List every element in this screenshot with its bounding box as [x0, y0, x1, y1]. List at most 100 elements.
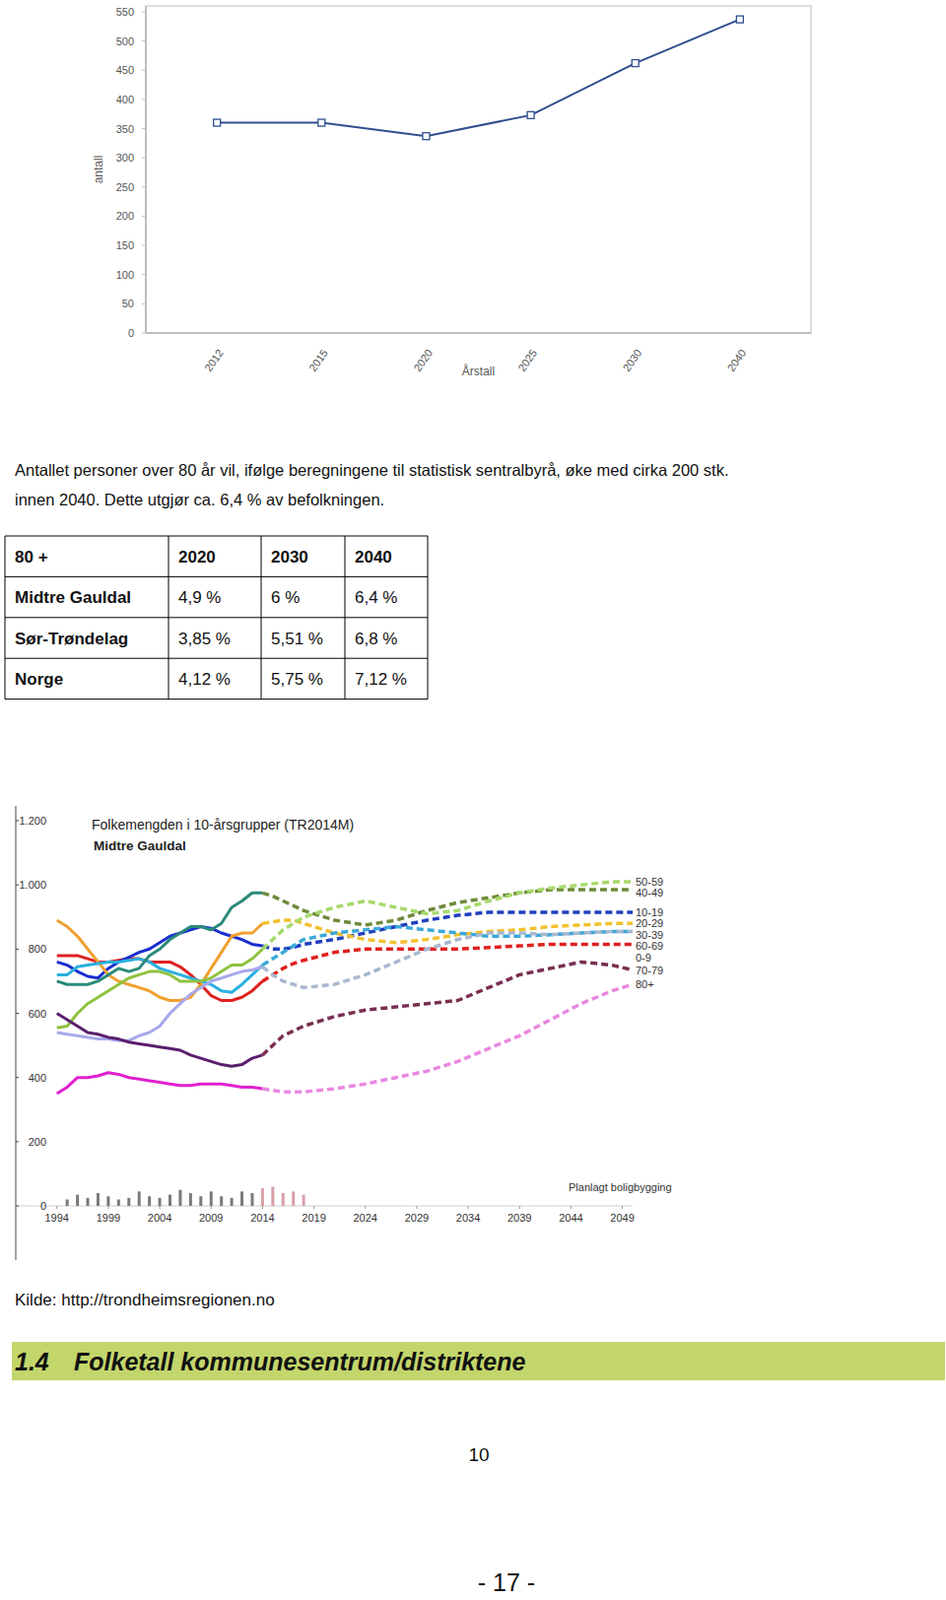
bar [127, 1198, 131, 1207]
bar [106, 1196, 110, 1207]
x-tick [415, 1206, 417, 1210]
series-label: 10-19 [635, 906, 664, 919]
series-line [262, 961, 633, 1056]
bar [137, 1191, 141, 1207]
y-tick-label: 600 [28, 1008, 47, 1020]
page-number: 10 [468, 1444, 489, 1466]
table-cell: 6,8 % [354, 629, 398, 649]
x-tick-label: 2025 [515, 346, 540, 374]
x-tick-label: 1994 [44, 1212, 68, 1224]
y-tick [141, 333, 146, 335]
x-tick-label: 2030 [619, 346, 644, 374]
y-tick-label: 500 [116, 35, 135, 48]
marker [422, 133, 430, 140]
y-tick-label: 350 [116, 123, 135, 136]
table-cell: Norge [14, 670, 64, 689]
series-line [57, 966, 264, 1041]
series-label: 30-39 [635, 929, 664, 942]
y-tick [15, 948, 19, 950]
data-group [213, 15, 744, 140]
y-tick [15, 1077, 19, 1079]
table-cell: 5,51 % [270, 629, 324, 649]
bar [189, 1193, 193, 1207]
marker [631, 60, 639, 68]
table-rule [4, 616, 428, 618]
table-cell: 7,12 % [354, 670, 407, 689]
y-tick-label: 0 [40, 1200, 47, 1213]
series-label: 60-69 [635, 940, 664, 952]
bar [250, 1193, 254, 1207]
annotation: Planlagt boligbygging [568, 1181, 673, 1194]
table-cell: 6 % [270, 588, 300, 608]
table-rule [168, 536, 170, 700]
x-tick [519, 1206, 521, 1210]
table-cell: Sør-Trøndelag [14, 629, 129, 649]
source: Kilde: http://trondheimsregionen.no [14, 1290, 275, 1310]
series-label: 0-9 [635, 951, 652, 964]
x-tick-label: 2034 [456, 1212, 480, 1224]
x-tick [210, 1206, 212, 1210]
y-tick-label: 450 [116, 64, 135, 76]
x-tick [262, 1206, 264, 1210]
bar [219, 1196, 223, 1207]
x-tick [364, 1206, 366, 1210]
bar [199, 1196, 203, 1207]
y-tick-label: 0 [128, 327, 135, 339]
y-tick-label: 800 [28, 943, 47, 955]
y-tick-label: 200 [28, 1136, 47, 1149]
x-tick-label: 2009 [199, 1212, 223, 1224]
bar [168, 1195, 172, 1207]
table-cell: 5,75 % [270, 670, 324, 689]
series-label: 50-59 [635, 876, 664, 888]
series-line [262, 889, 633, 926]
chart-title: Folkemengden i 10-årsgrupper (TR2014M) [91, 816, 354, 833]
x-tick [313, 1206, 315, 1210]
series-line [57, 955, 264, 1002]
table-cell: 3,85 % [178, 629, 231, 649]
footer: - 17 - [477, 1568, 536, 1597]
series-line [262, 944, 633, 982]
table-cell: 6,4 % [354, 588, 398, 608]
bar [75, 1195, 79, 1207]
x-tick-label: 2015 [306, 346, 331, 374]
bar [86, 1198, 90, 1207]
table: 80 +202020302040Midtre Gauldal4,9 %6 %6,… [4, 536, 428, 700]
bar [270, 1186, 274, 1207]
table-cell: Midtre Gauldal [14, 588, 132, 608]
series-label: 40-49 [635, 886, 664, 899]
series-label: 80+ [635, 978, 655, 991]
bar [147, 1196, 151, 1207]
x-axis [145, 332, 811, 335]
series-line [262, 984, 633, 1092]
bar [261, 1188, 265, 1207]
x-tick-label: 2044 [558, 1212, 583, 1224]
y-tick [141, 245, 146, 247]
series-line [57, 948, 264, 1028]
y-tick [15, 1206, 19, 1208]
x-tick-label: 2004 [147, 1212, 172, 1224]
heading-number: 1.4 [14, 1348, 50, 1376]
y-tick [141, 98, 146, 100]
table-rule [261, 536, 263, 700]
y-tick-label: 150 [116, 239, 135, 252]
bar [209, 1191, 213, 1207]
y-tick-label: 250 [116, 181, 135, 194]
y-tick [15, 1141, 19, 1143]
series-line [262, 931, 633, 988]
y-axis-label: antall [91, 155, 106, 185]
heading-title: Folketall kommunesentrum/distriktene [73, 1348, 527, 1376]
bar [96, 1193, 100, 1207]
series-label: 70-79 [635, 964, 664, 977]
y-tick-label: 1.200 [18, 814, 47, 827]
y-tick [141, 273, 146, 275]
y-axis [144, 5, 147, 334]
page: 0501001502002503003504004505005502012201… [0, 0, 946, 1600]
bar [178, 1190, 182, 1207]
x-tick-label: 2019 [301, 1212, 326, 1224]
y-tick [141, 186, 146, 188]
bar [158, 1198, 162, 1207]
table-header-cell: 2020 [178, 547, 216, 567]
x-tick-label: 2029 [405, 1212, 429, 1224]
bar [230, 1198, 234, 1207]
x-tick [159, 1206, 161, 1210]
